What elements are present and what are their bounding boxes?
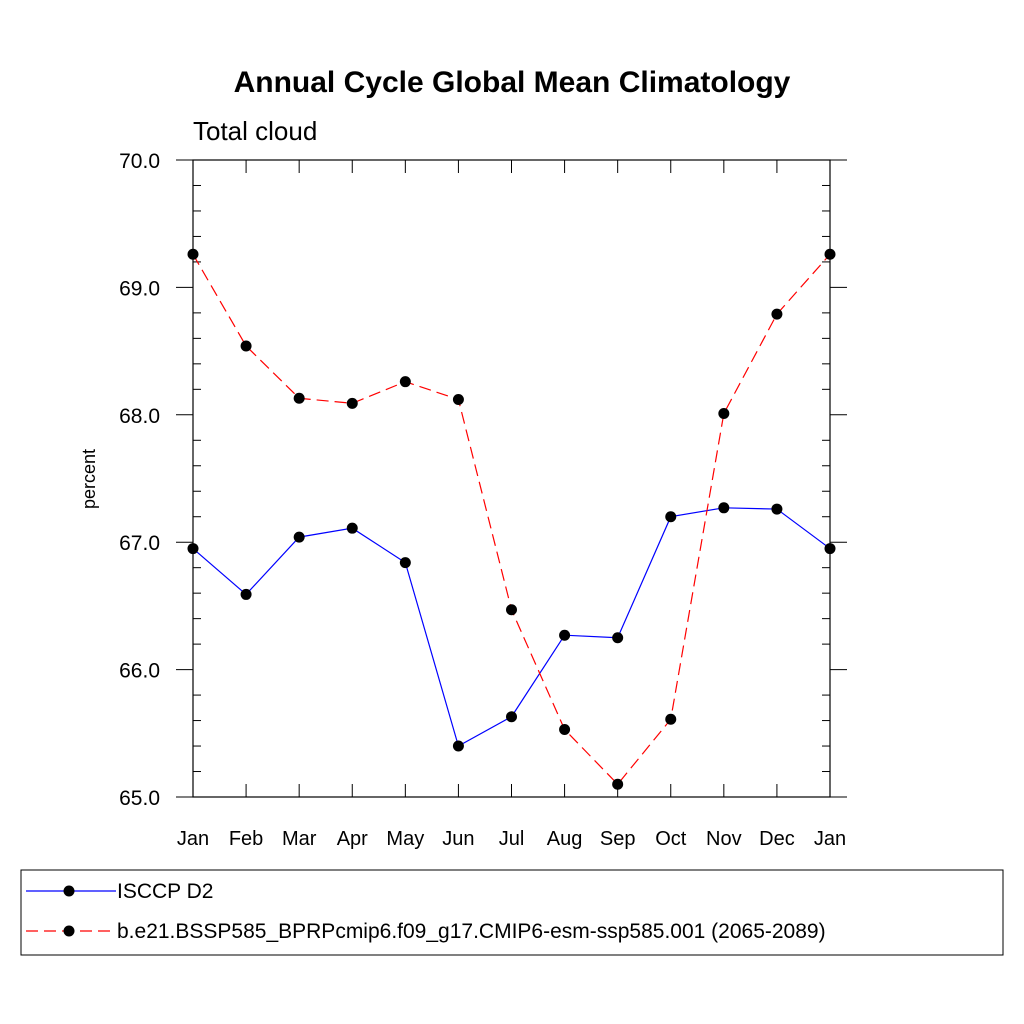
series-0-point bbox=[612, 632, 624, 644]
axis-ticks: 65.0 66.0 67.0 68.0 69.0 70.0 Jan Feb Mar Apr May J… bbox=[119, 150, 847, 850]
legend-marker-model bbox=[63, 925, 75, 937]
x-tick-label: Apr bbox=[337, 828, 368, 850]
x-tick-label: May bbox=[386, 828, 424, 850]
series-1-point bbox=[665, 713, 677, 725]
series-0-point bbox=[506, 711, 517, 723]
series-1-point bbox=[559, 723, 571, 735]
x-tick-label: Jun bbox=[442, 828, 474, 850]
series-1-point bbox=[452, 394, 464, 406]
x-tick-label: Nov bbox=[706, 828, 742, 850]
series-1-point bbox=[612, 778, 624, 790]
legend-label-isccp: ISCCP D2 bbox=[117, 880, 213, 903]
y-tick-label: 65.0 bbox=[119, 787, 160, 810]
chart-subtitle: Total cloud bbox=[193, 116, 317, 146]
series-0-point bbox=[718, 502, 730, 514]
series-0-point bbox=[346, 522, 358, 534]
y-tick-label: 70.0 bbox=[119, 150, 160, 173]
series-1-point bbox=[346, 397, 358, 409]
series-0-point bbox=[665, 511, 677, 523]
y-tick-label: 66.0 bbox=[119, 660, 160, 683]
x-tick-label: Dec bbox=[759, 828, 795, 850]
series-0-point bbox=[771, 503, 783, 515]
y-tick-label: 69.0 bbox=[119, 277, 160, 300]
y-axis-label: percent bbox=[79, 449, 99, 509]
series-1-point bbox=[506, 604, 517, 616]
legend-box bbox=[20, 869, 1004, 956]
plot-frame bbox=[192, 159, 831, 798]
series-1-point bbox=[718, 408, 730, 420]
legend-marker-isccp bbox=[63, 885, 75, 897]
series-1-point bbox=[771, 308, 783, 320]
chart-title: Annual Cycle Global Mean Climatology bbox=[234, 66, 791, 99]
y-tick-label: 68.0 bbox=[119, 405, 160, 428]
legend: ISCCP D2 b.e21.BSSP585_BPRPcmip6.f09_g17… bbox=[20, 869, 1004, 956]
series-1-point bbox=[240, 340, 252, 352]
x-tick-label: Sep bbox=[600, 828, 636, 850]
x-tick-label: Jan bbox=[814, 828, 846, 850]
series-1-point bbox=[399, 376, 411, 388]
series-0-point bbox=[452, 740, 464, 752]
y-tick-label: 67.0 bbox=[119, 532, 160, 555]
x-tick-label: Mar bbox=[282, 828, 317, 850]
x-tick-label: Oct bbox=[655, 828, 687, 850]
series-line-1 bbox=[192, 253, 831, 786]
x-tick-label: Jul bbox=[499, 828, 525, 850]
x-tick-label: Aug bbox=[547, 828, 583, 850]
x-tick-label: Jan bbox=[177, 828, 209, 850]
legend-label-model: b.e21.BSSP585_BPRPcmip6.f09_g17.CMIP6-es… bbox=[117, 920, 826, 943]
series-0-point bbox=[240, 588, 252, 600]
series-group bbox=[187, 248, 836, 790]
series-1-point bbox=[293, 392, 305, 404]
x-tick-label: Feb bbox=[229, 828, 263, 850]
series-line-0 bbox=[192, 507, 831, 747]
series-0-point bbox=[399, 557, 411, 569]
series-0-point bbox=[559, 629, 571, 641]
series-0-point bbox=[293, 531, 305, 543]
